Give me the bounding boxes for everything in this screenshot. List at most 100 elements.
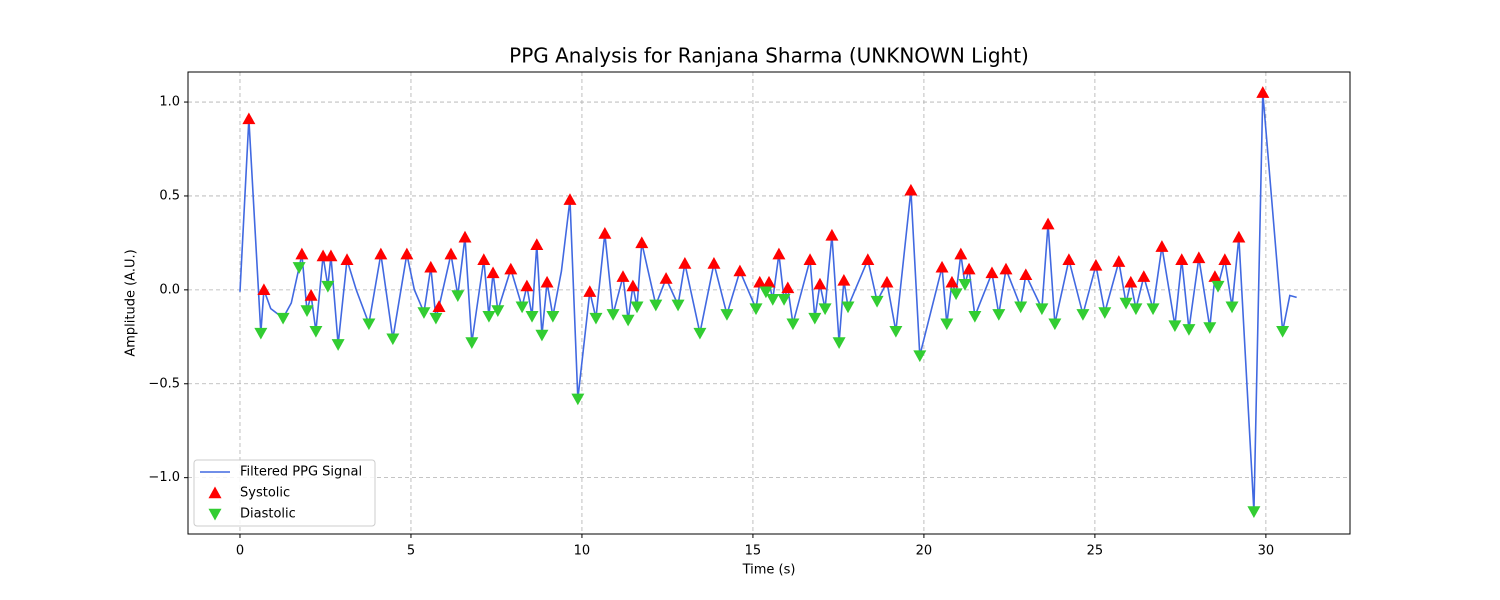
diastolic-marker [546, 310, 560, 323]
systolic-marker [935, 260, 949, 273]
diastolic-marker [515, 301, 529, 314]
legend-box [193, 459, 376, 527]
systolic-marker [1218, 253, 1232, 266]
systolic-marker [1232, 230, 1246, 243]
diastolic-marker [786, 318, 800, 331]
systolic-marker [945, 275, 959, 288]
systolic-marker [954, 247, 968, 260]
systolic-marker [1175, 253, 1189, 266]
diastolic-marker [958, 279, 972, 291]
systolic-marker [1062, 253, 1076, 266]
diastolic-marker [992, 309, 1006, 321]
diastolic-marker [671, 299, 685, 312]
systolic-marker [962, 262, 976, 275]
diastolic-marker [491, 305, 505, 318]
systolic-marker [458, 230, 472, 243]
diastolic-marker [818, 303, 832, 316]
diastolic-marker [968, 310, 982, 323]
systolic-marker [659, 272, 673, 284]
systolic-marker [904, 183, 918, 196]
systolic-marker [1137, 270, 1151, 282]
diastolic-marker [606, 309, 620, 321]
systolic-marker [616, 270, 630, 282]
systolic-marker [1208, 270, 1222, 282]
systolic-marker [813, 277, 827, 290]
diastolic-marker [386, 333, 400, 346]
diastolic-marker [276, 312, 290, 325]
chart-title: PPG Analysis for Ranjana Sharma (UNKNOWN… [509, 44, 1029, 68]
systolic-marker [563, 193, 577, 205]
systolic-marker [1112, 255, 1126, 267]
systolic-marker [837, 273, 851, 286]
plot-frame [187, 71, 1351, 535]
y-tick-label: 1.0 [159, 95, 180, 110]
systolic-marker [486, 266, 500, 279]
diastolic-marker [889, 325, 903, 338]
x-tick-label: 15 [745, 544, 762, 559]
systolic-marker [477, 253, 491, 266]
diastolic-marker [429, 312, 443, 325]
systolic-marker [1041, 217, 1055, 230]
diastolic-marker [465, 337, 479, 349]
diastolic-marker [759, 286, 773, 299]
diastolic-marker [1098, 307, 1112, 319]
diastolic-marker [1146, 303, 1160, 316]
systolic-marker [985, 266, 999, 279]
diastolic-marker [832, 337, 846, 349]
y-tick-label: −1.0 [148, 470, 180, 485]
systolic-marker [530, 238, 544, 250]
diastolic-marker [621, 314, 635, 327]
systolic-marker [1124, 275, 1138, 288]
diastolic-marker [300, 305, 314, 318]
diastolic-marker [693, 327, 707, 340]
signal-line [239, 92, 1297, 512]
y-axis-label: Amplitude (A.U.) [124, 249, 139, 356]
systolic-marker [540, 275, 554, 288]
systolic-marker [340, 253, 354, 266]
diastolic-marker [1247, 506, 1261, 518]
diastolic-marker [913, 350, 927, 363]
systolic-marker [781, 281, 795, 294]
systolic-marker [1155, 240, 1169, 252]
legend-swatch [208, 508, 222, 521]
diastolic-marker [1225, 301, 1239, 314]
systolic-marker [1256, 86, 1270, 98]
diastolic-marker [766, 294, 780, 306]
diastolic-marker [535, 329, 549, 342]
x-tick-label: 5 [407, 544, 415, 559]
systolic-marker [1019, 268, 1033, 281]
diastolic-marker [1182, 324, 1196, 336]
diastolic-marker [1119, 297, 1133, 310]
systolic-marker [374, 247, 388, 260]
systolic-marker [880, 275, 894, 288]
systolic-marker [295, 247, 309, 260]
systolic-marker [520, 279, 534, 292]
systolic-marker [733, 264, 747, 277]
systolic-marker [1192, 251, 1206, 264]
x-tick-label: 25 [1087, 544, 1104, 559]
legend-swatch [208, 486, 222, 499]
systolic-marker [707, 257, 721, 269]
systolic-marker [861, 253, 875, 266]
systolic-marker [444, 247, 458, 260]
x-axis-label: Time (s) [742, 563, 796, 578]
systolic-marker [635, 236, 649, 249]
systolic-marker [324, 249, 338, 262]
systolic-marker [242, 112, 256, 125]
diastolic-marker [749, 303, 763, 316]
diastolic-marker [940, 318, 954, 331]
diastolic-marker [870, 295, 884, 308]
diastolic-marker [949, 288, 963, 301]
diastolic-marker [451, 290, 465, 302]
systolic-marker [626, 279, 640, 292]
systolic-marker [583, 285, 597, 297]
diastolic-marker [808, 312, 822, 325]
diastolic-marker [777, 294, 791, 306]
systolic-marker [803, 253, 817, 266]
systolic-marker [257, 283, 271, 296]
systolic-marker [432, 300, 446, 312]
systolic-marker [424, 260, 438, 273]
systolic-marker [678, 257, 692, 269]
systolic-marker [304, 288, 318, 301]
